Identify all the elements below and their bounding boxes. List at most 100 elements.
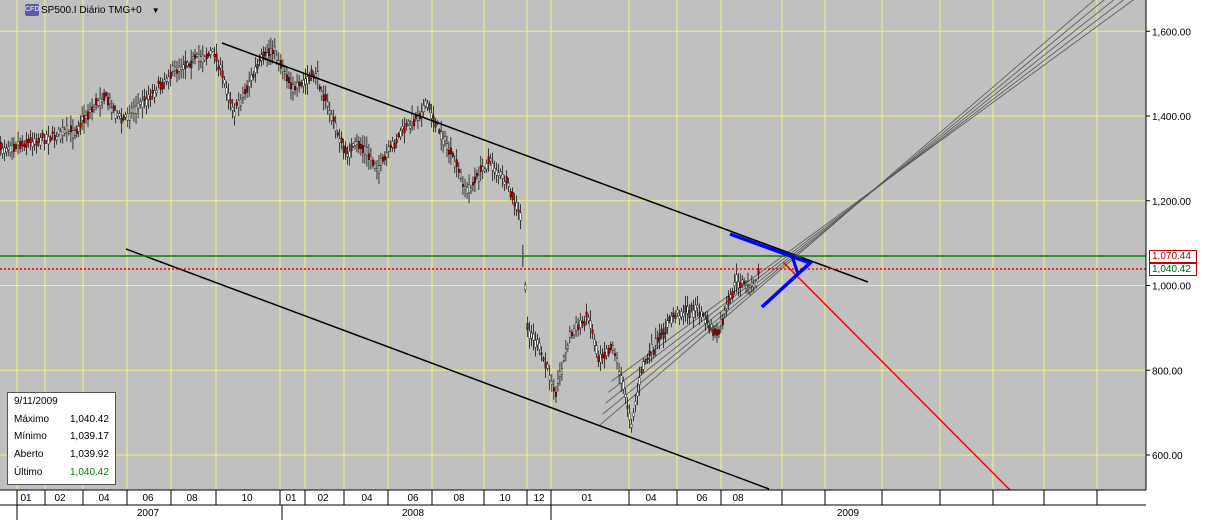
candle-body [296,82,299,89]
cfd-badge-icon: CFD [25,4,39,16]
month-tick-label: 12 [533,493,545,504]
candle-body [464,186,467,190]
candle-body [530,332,533,339]
candle-body [221,70,224,78]
candle-body [283,71,286,75]
candle-body [87,111,90,120]
candle-body [413,119,416,126]
candle-body [19,141,22,149]
candle-body [306,76,309,84]
candle-body [233,111,236,117]
candle-body [348,151,351,158]
month-tick-label: 01 [581,493,593,504]
candle-body [503,181,506,185]
candle-body [448,150,451,155]
candle-body [686,306,689,314]
candle-body [559,371,562,377]
candle-body [497,172,500,176]
candle-body [130,107,133,113]
candle-body [403,127,406,134]
candle-body [198,54,201,62]
candle-body [103,92,106,101]
candle-body [470,188,473,191]
candle-body [139,101,142,105]
candle-body [624,394,627,398]
candle-body [585,311,588,317]
month-tick-label: 08 [453,493,465,504]
candle-body [489,158,492,162]
candle-body [477,174,480,182]
candle-body [499,171,502,177]
candle-body [438,129,441,134]
candle-body [468,184,471,193]
candle-body [449,147,452,155]
candle-body [35,141,38,146]
candle-body [264,51,267,56]
candle-body [176,69,179,74]
candle-body [184,60,187,69]
candle-body [474,176,477,183]
candle-body [517,209,520,213]
candle-body [544,361,547,369]
candle-body [607,347,610,355]
candle-body [708,325,711,331]
candle-body [472,182,475,186]
candle-body [430,112,433,119]
candle-body [318,86,321,90]
candle-body [338,138,341,143]
candle-body [27,138,30,144]
candle-body [171,65,174,72]
gann-fan-line [605,0,1115,404]
candle-body [735,274,738,283]
candle-body [405,123,408,127]
candle-body [536,339,539,346]
candle-body [149,95,152,100]
candle-body [690,304,693,310]
candle-body [455,159,458,167]
candle-body [562,356,565,361]
candle-body [416,114,419,121]
candle-body [597,355,600,362]
candle-body [571,331,574,337]
candle-body [380,158,383,166]
candle-body [114,110,117,119]
chart-title-bar[interactable]: CFD SP500.I Diário TMG+0 ▼ [25,3,160,17]
chevron-down-icon[interactable]: ▼ [151,5,160,15]
candle-body [389,144,392,148]
candle-body [201,54,204,63]
candle-body [235,102,238,106]
candle-body [428,104,431,110]
candle-body [618,371,621,376]
year-tick-label: 2008 [402,508,425,519]
candle-body [101,99,104,103]
candle-body [108,97,111,105]
candle-body [634,401,637,406]
candle-body [320,90,323,97]
candle-body [747,281,750,285]
candle-body [660,328,663,335]
candle-body [462,184,465,187]
candle-body [501,174,504,179]
candle-body [211,48,214,52]
year-tick-label: 2007 [137,508,160,519]
candle-body [626,405,629,409]
candle-body [446,143,449,150]
candle-body [352,143,355,147]
candle-body [137,102,140,109]
candle-body [733,282,736,287]
price-tick-label: 600.00 [1152,451,1183,462]
blue-triangle-mark [729,232,814,309]
candle-body [271,49,274,55]
candle-body [45,134,48,141]
candle-body [557,377,560,384]
candle-body [483,168,486,172]
candle-body [223,79,226,84]
candle-body [716,329,719,336]
candle-body [5,148,8,152]
candle-body [712,329,715,336]
candle-body [89,109,92,113]
candle-body [718,329,721,335]
candle-body [573,328,576,336]
month-tick-label: 08 [732,493,744,504]
